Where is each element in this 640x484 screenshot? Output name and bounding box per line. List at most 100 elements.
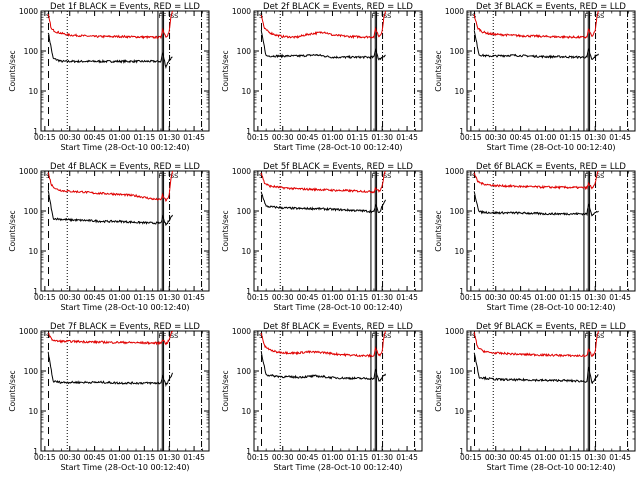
series-events-line (260, 351, 386, 382)
x-tick-label: 01:45 (183, 133, 205, 142)
x-tick-label: 00:30 (485, 133, 507, 142)
y-tick-label: 1000 (232, 167, 251, 176)
series-lld-line (473, 171, 599, 191)
x-tick-label: 01:45 (183, 453, 205, 462)
y-axis-label: Counts/sec (221, 210, 230, 251)
plot-frame (40, 330, 210, 452)
detector-panel-9: Det 9f BLACK = Events, RED = LLD Counts/s… (434, 322, 636, 472)
series-lld-line (473, 11, 599, 40)
y-axis-label: Counts/sec (434, 210, 443, 251)
x-axis-label: Start Time (28-Oct-10 00:12:40) (60, 463, 189, 472)
event-marker-label: S (472, 172, 476, 180)
event-marker-label: F (163, 332, 167, 340)
detector-panel-1: Det 1f BLACK = Events, RED = LLD Counts/s… (8, 2, 210, 152)
y-axis-label: Counts/sec (221, 370, 230, 411)
event-marker-label: F (371, 172, 375, 180)
panel-title: Det 3f BLACK = Events, RED = LLD (476, 2, 626, 12)
x-tick-label: 01:00 (535, 133, 557, 142)
detector-panel-3: Det 3f BLACK = Events, RED = LLD Counts/s… (434, 2, 636, 152)
x-tick-label: 00:45 (297, 133, 319, 142)
event-marker-label: F (163, 172, 167, 180)
y-tick-label: 100 (24, 47, 39, 56)
event-marker-label: F (371, 12, 375, 20)
y-tick-label: 10 (28, 407, 38, 416)
panel-title: Det 4f BLACK = Events, RED = LLD (50, 162, 200, 172)
x-tick-label: 01:30 (371, 293, 393, 302)
plot-frame (40, 170, 210, 292)
y-axis-label: Counts/sec (8, 50, 17, 91)
x-tick-label: 01:00 (109, 133, 131, 142)
plot-frame (40, 10, 210, 132)
series-events-line (473, 30, 599, 60)
y-tick-label: 100 (237, 207, 252, 216)
y-tick-label: 1000 (19, 7, 38, 16)
x-axis-label: Start Time (28-Oct-10 00:12:40) (486, 303, 615, 312)
x-tick-label: 01:45 (396, 453, 418, 462)
x-tick-label: 01:15 (347, 453, 369, 462)
y-tick-label: 100 (237, 367, 252, 376)
x-tick-label: 00:15 (34, 453, 56, 462)
event-marker-label: F (376, 332, 380, 340)
event-marker-label: F (158, 12, 162, 20)
event-marker-label: SS (170, 12, 178, 20)
y-tick-label: 10 (241, 87, 251, 96)
x-tick-label: 01:45 (609, 453, 631, 462)
x-tick-label: 01:00 (109, 453, 131, 462)
x-tick-label: 01:30 (371, 133, 393, 142)
x-tick-label: 00:15 (34, 133, 56, 142)
x-tick-label: 01:30 (158, 133, 180, 142)
event-marker-label: SS (596, 12, 604, 20)
x-tick-label: 00:45 (84, 453, 106, 462)
x-tick-label: 01:00 (535, 453, 557, 462)
y-tick-label: 10 (454, 407, 464, 416)
series-lld-line (47, 11, 173, 40)
plot-frame (466, 10, 636, 132)
y-tick-label: 10 (454, 87, 464, 96)
y-tick-label: 1000 (232, 7, 251, 16)
y-tick-label: 1 (459, 287, 464, 296)
event-marker-label: SS (383, 12, 391, 20)
x-tick-label: 00:15 (247, 133, 269, 142)
panel-title: Det 2f BLACK = Events, RED = LLD (263, 2, 413, 12)
series-events-line (47, 351, 173, 388)
y-tick-label: 10 (454, 247, 464, 256)
x-tick-label: 01:30 (584, 133, 606, 142)
detector-panel-2: Det 2f BLACK = Events, RED = LLD Counts/s… (221, 2, 423, 152)
y-tick-label: 100 (450, 47, 465, 56)
x-tick-label: 00:45 (297, 293, 319, 302)
y-tick-label: 10 (241, 247, 251, 256)
event-marker-label: F (376, 172, 380, 180)
plot-frame (466, 330, 636, 452)
y-tick-label: 100 (450, 207, 465, 216)
plot-frame (253, 10, 423, 132)
event-marker-label: SS (170, 332, 178, 340)
event-marker-label: S (259, 172, 263, 180)
x-tick-label: 01:45 (609, 133, 631, 142)
x-tick-label: 00:30 (272, 293, 294, 302)
x-tick-label: 01:30 (158, 453, 180, 462)
event-marker-label: F (584, 332, 588, 340)
detector-panel-4: Det 4f BLACK = Events, RED = LLD Counts/s… (8, 162, 210, 312)
y-tick-label: 1000 (445, 327, 464, 336)
x-tick-label: 00:15 (34, 293, 56, 302)
event-marker-label: S (46, 332, 50, 340)
y-tick-label: 1000 (445, 167, 464, 176)
y-tick-label: 100 (24, 367, 39, 376)
event-marker-label: SS (596, 172, 604, 180)
y-tick-label: 1 (459, 127, 464, 136)
x-axis-label: Start Time (28-Oct-10 00:12:40) (60, 303, 189, 312)
x-tick-label: 01:15 (347, 133, 369, 142)
event-marker-label: F (589, 332, 593, 340)
panel-title: Det 9f BLACK = Events, RED = LLD (476, 322, 626, 332)
y-tick-label: 1000 (232, 327, 251, 336)
detector-panel-8: Det 8f BLACK = Events, RED = LLD Counts/s… (221, 322, 423, 472)
y-axis-label: Counts/sec (434, 50, 443, 91)
y-tick-label: 100 (450, 367, 465, 376)
y-tick-label: 10 (28, 247, 38, 256)
x-tick-label: 01:45 (183, 293, 205, 302)
y-tick-label: 1 (33, 447, 38, 456)
series-events-line (473, 191, 599, 217)
detector-panel-6: Det 6f BLACK = Events, RED = LLD Counts/s… (434, 162, 636, 312)
x-tick-label: 01:15 (560, 293, 582, 302)
